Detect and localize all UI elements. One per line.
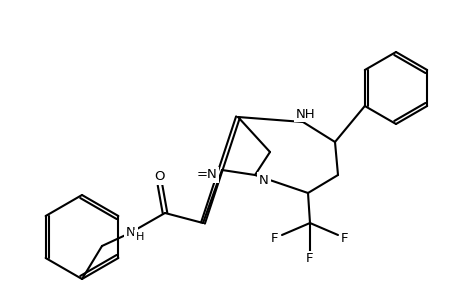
Text: O: O (154, 170, 165, 184)
Text: N: N (126, 226, 135, 239)
Text: =N: =N (196, 169, 217, 182)
Text: F: F (271, 232, 278, 245)
Text: NH: NH (296, 107, 315, 121)
Text: F: F (341, 232, 348, 245)
Text: N: N (258, 173, 268, 187)
Text: H: H (135, 232, 144, 242)
Text: F: F (306, 253, 313, 266)
